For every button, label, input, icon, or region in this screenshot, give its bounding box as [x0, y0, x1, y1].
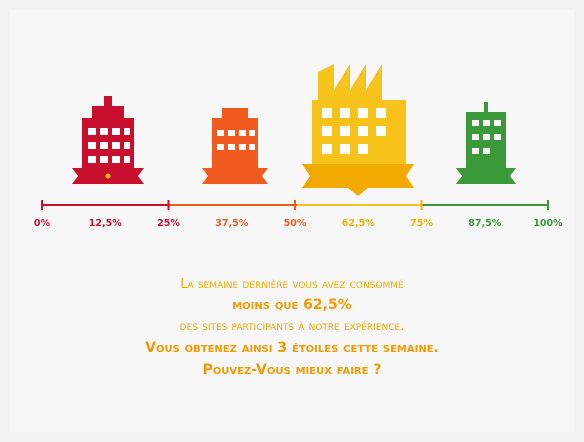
message-line: des sites participants à notre expérienc… [180, 319, 405, 334]
scale-label: 25% [157, 218, 180, 229]
building-green [456, 102, 516, 184]
scale-label: 87,5% [468, 218, 501, 229]
scale-label: 62,5% [342, 218, 375, 229]
scale-label: 12,5% [89, 218, 122, 229]
scale-ticks: 0% 12,5% 25% 37,5% 50% 62,5% 75% 87,5% 100% [34, 200, 563, 229]
message-highlight: Pouvez-Vous mieux faire ? [203, 362, 382, 378]
scale-label: 100% [533, 218, 563, 229]
building-red [72, 96, 144, 184]
message-line: La semaine dernière vous avez consommé [180, 277, 404, 292]
scale-label: 37,5% [215, 218, 248, 229]
building-orange [202, 108, 268, 184]
scale-label: 0% [34, 218, 51, 229]
message-highlight: Vous obtenez ainsi 3 étoiles cette semai… [145, 340, 439, 356]
message-highlight: moins que 62,5% [232, 297, 352, 313]
panel [10, 10, 574, 432]
scale-label: 75% [410, 218, 433, 229]
building-yellow [302, 64, 414, 196]
scale-label: 50% [284, 218, 307, 229]
